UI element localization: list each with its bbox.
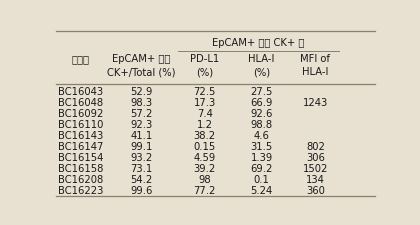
Text: 38.2: 38.2 <box>194 130 216 140</box>
Text: 99.6: 99.6 <box>130 185 152 195</box>
Text: 802: 802 <box>306 141 325 151</box>
Text: 31.5: 31.5 <box>250 141 273 151</box>
Text: 5.24: 5.24 <box>250 185 273 195</box>
Text: BC16092: BC16092 <box>58 109 104 119</box>
Text: 73.1: 73.1 <box>130 163 152 173</box>
Text: BC16154: BC16154 <box>58 152 104 162</box>
Text: BC16048: BC16048 <box>58 98 103 108</box>
Text: 98.3: 98.3 <box>130 98 152 108</box>
Text: 0.1: 0.1 <box>254 174 270 184</box>
Text: BC16223: BC16223 <box>58 185 104 195</box>
Text: 92.3: 92.3 <box>130 119 152 129</box>
Text: 57.2: 57.2 <box>130 109 152 119</box>
Text: BC16143: BC16143 <box>58 130 104 140</box>
Text: 69.2: 69.2 <box>250 163 273 173</box>
Text: 77.2: 77.2 <box>194 185 216 195</box>
Text: 93.2: 93.2 <box>130 152 152 162</box>
Text: BC16147: BC16147 <box>58 141 104 151</box>
Text: 41.1: 41.1 <box>130 130 152 140</box>
Text: 360: 360 <box>306 185 325 195</box>
Text: 17.3: 17.3 <box>194 98 216 108</box>
Text: 66.9: 66.9 <box>250 98 273 108</box>
Text: 4.6: 4.6 <box>254 130 270 140</box>
Text: 52.9: 52.9 <box>130 87 152 97</box>
Text: 54.2: 54.2 <box>130 174 152 184</box>
Text: CK+/Total (%): CK+/Total (%) <box>107 67 176 77</box>
Text: MFI of: MFI of <box>300 54 331 64</box>
Text: 39.2: 39.2 <box>194 163 216 173</box>
Text: 98: 98 <box>198 174 211 184</box>
Text: 92.6: 92.6 <box>250 109 273 119</box>
Text: 케이스: 케이스 <box>72 54 90 64</box>
Text: BC16110: BC16110 <box>58 119 104 129</box>
Text: 7.4: 7.4 <box>197 109 213 119</box>
Text: (%): (%) <box>253 67 270 77</box>
Text: HLA-I: HLA-I <box>302 67 328 77</box>
Text: 1.2: 1.2 <box>197 119 213 129</box>
Text: 1.39: 1.39 <box>250 152 273 162</box>
Text: 27.5: 27.5 <box>250 87 273 97</box>
Text: BC16158: BC16158 <box>58 163 104 173</box>
Text: BC16043: BC16043 <box>58 87 103 97</box>
Text: 4.59: 4.59 <box>194 152 216 162</box>
Text: 134: 134 <box>306 174 325 184</box>
Text: (%): (%) <box>196 67 213 77</box>
Text: 306: 306 <box>306 152 325 162</box>
Text: 98.8: 98.8 <box>251 119 273 129</box>
Text: 1243: 1243 <box>303 98 328 108</box>
Text: 1502: 1502 <box>303 163 328 173</box>
Text: 72.5: 72.5 <box>194 87 216 97</box>
Text: HLA-I: HLA-I <box>249 54 275 64</box>
Text: 99.1: 99.1 <box>130 141 152 151</box>
Text: EpCAM+ 또는 CK+ 중: EpCAM+ 또는 CK+ 중 <box>212 38 304 48</box>
Text: BC16208: BC16208 <box>58 174 104 184</box>
Text: EpCAM+ 혹은: EpCAM+ 혹은 <box>112 54 171 64</box>
Text: 0.15: 0.15 <box>194 141 216 151</box>
Text: PD-L1: PD-L1 <box>190 54 219 64</box>
